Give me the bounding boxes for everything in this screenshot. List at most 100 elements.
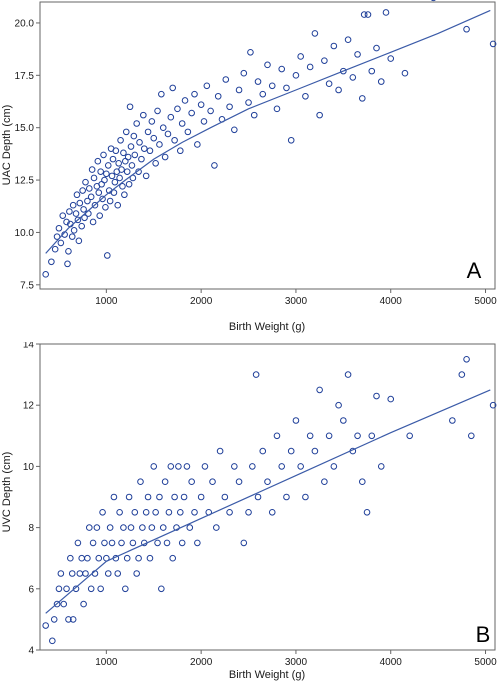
scatter-chart-a: 7.5 10.0 12.5 15.0 17.5 20.0 1000 2000 3000 4000… bbox=[1, 0, 497, 333]
data-point bbox=[154, 107, 161, 115]
x-tick-label: 1000 bbox=[95, 657, 118, 668]
x-tick-label: 2000 bbox=[190, 657, 213, 668]
data-point bbox=[57, 239, 65, 247]
x-tick-label: 1000 bbox=[95, 296, 118, 307]
data-point bbox=[130, 132, 138, 140]
data-point bbox=[186, 524, 194, 531]
data-point bbox=[123, 554, 131, 562]
data-point bbox=[152, 160, 159, 167]
data-point bbox=[209, 478, 216, 485]
data-point bbox=[70, 227, 78, 234]
data-point bbox=[191, 509, 198, 516]
y-tick-label: 7.5 bbox=[20, 280, 34, 291]
x-tick-label: 3000 bbox=[285, 657, 308, 668]
data-point bbox=[65, 247, 72, 255]
data-point bbox=[360, 11, 368, 18]
data-point bbox=[354, 51, 361, 58]
data-point bbox=[321, 478, 328, 485]
data-point bbox=[340, 67, 347, 75]
data-point bbox=[136, 139, 143, 146]
data-point bbox=[82, 178, 89, 186]
data-point bbox=[221, 493, 229, 501]
x-tick-label: 5000 bbox=[474, 657, 497, 668]
data-point bbox=[349, 74, 357, 81]
data-point bbox=[109, 155, 117, 163]
data-point bbox=[292, 417, 300, 424]
data-points-b bbox=[42, 355, 497, 645]
data-point bbox=[137, 478, 144, 485]
data-point bbox=[84, 554, 91, 562]
data-point bbox=[159, 524, 167, 531]
data-point bbox=[48, 258, 55, 266]
data-point bbox=[169, 554, 177, 562]
data-point bbox=[118, 539, 125, 547]
data-point bbox=[250, 111, 258, 119]
data-point bbox=[377, 463, 385, 470]
data-point bbox=[73, 191, 81, 199]
data-point bbox=[358, 478, 366, 485]
data-point bbox=[368, 432, 376, 440]
data-point bbox=[183, 463, 191, 470]
data-point bbox=[144, 493, 152, 501]
data-point bbox=[382, 9, 390, 16]
x-axis-label-a: Birth Weight (g) bbox=[229, 321, 305, 333]
data-point bbox=[60, 600, 67, 608]
data-point bbox=[154, 539, 161, 547]
data-point bbox=[110, 189, 118, 196]
data-point bbox=[101, 539, 108, 547]
data-point bbox=[245, 509, 252, 516]
data-point bbox=[125, 493, 133, 501]
data-point bbox=[387, 395, 395, 403]
data-point bbox=[133, 570, 140, 577]
data-point bbox=[142, 509, 150, 516]
chart-panel-b: 4 6 8 10 12 14 1000 2000 3000 4000 5000 B Birth W… bbox=[0, 342, 499, 685]
data-point bbox=[131, 151, 139, 159]
data-point bbox=[249, 463, 256, 470]
data-point bbox=[273, 432, 281, 440]
data-point bbox=[430, 0, 436, 2]
data-point bbox=[135, 554, 142, 562]
plot-frame-a bbox=[39, 1, 496, 290]
y-tick-label: 14 bbox=[23, 342, 35, 351]
y-tick-label: 12 bbox=[23, 401, 35, 412]
data-point bbox=[406, 432, 413, 440]
data-point bbox=[150, 134, 158, 142]
data-point bbox=[311, 30, 319, 37]
y-axis-label-b: UVC Depth (cm) bbox=[1, 452, 13, 533]
data-point bbox=[138, 155, 145, 163]
data-point bbox=[100, 151, 107, 159]
data-point bbox=[287, 136, 295, 144]
data-point bbox=[150, 463, 158, 470]
data-point bbox=[82, 570, 89, 577]
x-tick-label: 3000 bbox=[285, 296, 308, 307]
data-point bbox=[53, 600, 61, 608]
data-point bbox=[85, 185, 93, 192]
x-tick-label: 5000 bbox=[474, 296, 497, 307]
data-point bbox=[278, 463, 286, 470]
data-point bbox=[197, 101, 205, 108]
data-point bbox=[146, 554, 154, 562]
y-ticks-b: 4 6 8 10 12 14 bbox=[23, 342, 40, 657]
data-point bbox=[104, 570, 112, 577]
data-point bbox=[67, 554, 74, 562]
x-tick-label: 4000 bbox=[380, 296, 403, 307]
data-point bbox=[335, 401, 342, 409]
data-point bbox=[74, 216, 82, 224]
data-point bbox=[211, 162, 218, 169]
data-point bbox=[203, 82, 211, 90]
data-point bbox=[178, 120, 186, 127]
y-tick-label: 20.0 bbox=[15, 18, 35, 29]
data-point bbox=[302, 92, 309, 100]
data-point bbox=[152, 509, 159, 516]
data-point bbox=[171, 493, 178, 501]
data-point bbox=[76, 570, 84, 577]
data-point bbox=[116, 509, 123, 516]
data-point bbox=[373, 392, 380, 400]
data-point bbox=[213, 524, 220, 531]
data-point bbox=[114, 570, 122, 577]
data-point bbox=[116, 174, 123, 182]
data-point bbox=[156, 493, 163, 501]
data-point bbox=[84, 197, 91, 205]
data-point bbox=[175, 463, 182, 470]
data-point bbox=[87, 585, 95, 593]
